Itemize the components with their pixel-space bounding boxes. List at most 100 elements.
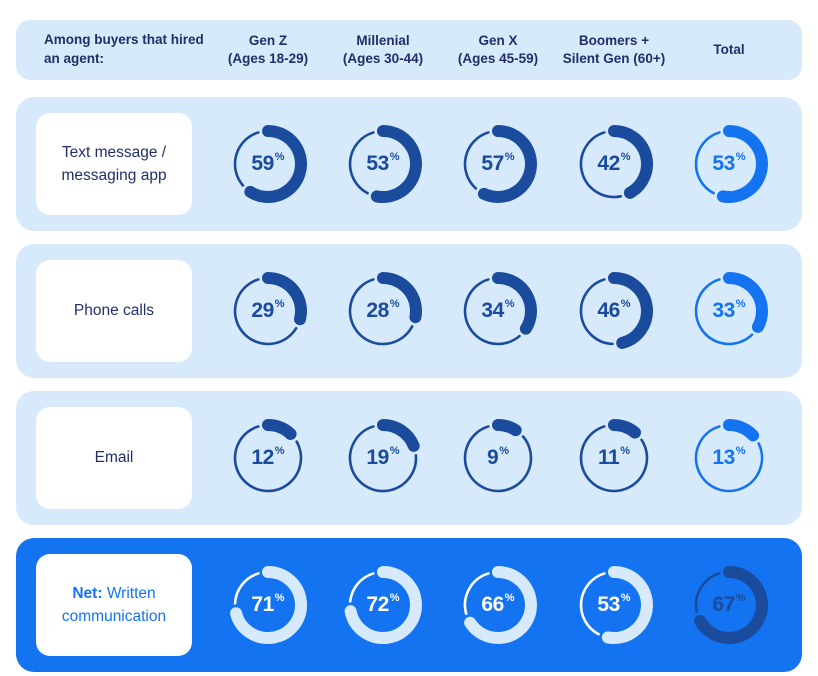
percent-sign: % <box>735 298 746 310</box>
donut-percent: 12% <box>226 416 310 500</box>
percent-sign: % <box>389 592 400 604</box>
donut-percent: 29% <box>226 269 310 353</box>
donut-svg <box>348 125 422 203</box>
donut-value-arc <box>230 566 307 644</box>
percent-sign: % <box>735 592 746 604</box>
donut-chart: 12% <box>226 416 310 500</box>
donut-remainder-ring <box>579 278 614 346</box>
donut-svg <box>348 419 420 493</box>
donut-remainder-ring <box>233 278 298 346</box>
donut-cell: 53% <box>322 97 444 231</box>
donut-chart: 13% <box>687 416 771 500</box>
donut-value-arc <box>492 272 537 335</box>
donut-svg <box>344 566 422 644</box>
donut-cell: 71% <box>207 538 329 672</box>
percent-value: 11 <box>598 446 620 469</box>
donut-remainder-ring <box>463 425 533 493</box>
donut-percent: 42% <box>572 122 656 206</box>
donut-remainder-ring <box>579 131 623 199</box>
donut-value-arc <box>716 125 768 203</box>
donut-svg <box>463 566 537 644</box>
data-row-text-message-messaging-app: Text message / messaging app 59% 53% 57% 42%… <box>16 97 802 231</box>
percent-sign: % <box>620 445 630 457</box>
donut-remainder-ring <box>694 131 721 195</box>
percent-value: 46 <box>597 299 620 322</box>
percent-value: 59 <box>251 152 274 175</box>
row-label-card: Phone calls <box>36 260 192 362</box>
percent-value: 72 <box>366 593 389 616</box>
donut-cell: 53% <box>553 538 675 672</box>
donut-chart: 34% <box>456 269 540 353</box>
donut-percent: 19% <box>341 416 425 500</box>
donut-svg <box>463 125 537 203</box>
donut-svg <box>348 272 422 346</box>
percent-sign: % <box>389 298 400 310</box>
donut-percent: 71% <box>226 563 310 647</box>
donut-percent: 28% <box>341 269 425 353</box>
donut-remainder-ring <box>233 131 260 187</box>
percent-value: 28 <box>366 299 389 322</box>
row-label-card: Net: Written communication <box>36 554 192 656</box>
percent-value: 71 <box>251 593 274 616</box>
donut-cell: 33% <box>668 244 790 378</box>
percent-value: 29 <box>251 299 274 322</box>
donut-svg <box>463 419 533 493</box>
donut-remainder-ring <box>579 572 606 636</box>
percent-sign: % <box>504 151 515 163</box>
donut-value-arc <box>262 272 307 326</box>
percent-sign: % <box>274 298 285 310</box>
donut-svg <box>694 272 768 346</box>
percent-value: 9 <box>487 446 499 469</box>
percent-value: 67 <box>712 593 735 616</box>
donut-chart: 11% <box>572 416 656 500</box>
donut-remainder-ring <box>348 278 414 346</box>
donut-percent: 67% <box>687 563 771 647</box>
row-label-text: Written communication <box>61 584 167 625</box>
donut-cell: 67% <box>668 538 790 672</box>
donut-chart: 9% <box>456 416 540 500</box>
donut-chart: 29% <box>226 269 310 353</box>
percent-sign: % <box>620 151 631 163</box>
donut-percent: 34% <box>456 269 540 353</box>
donut-svg <box>579 419 649 493</box>
donut-remainder-ring <box>348 572 375 603</box>
donut-value-arc <box>694 566 768 644</box>
percent-value: 57 <box>481 152 504 175</box>
header-column-label: Gen Z <box>248 32 288 48</box>
header-column-label: Millenial <box>356 32 410 48</box>
percent-sign: % <box>499 445 509 457</box>
donut-cell: 72% <box>322 538 444 672</box>
donut-svg <box>694 566 768 644</box>
row-label-card: Email <box>36 407 192 509</box>
donut-cell: 42% <box>553 97 675 231</box>
donut-value-arc <box>608 272 653 349</box>
donut-percent: 57% <box>456 122 540 206</box>
header-column-label: Boomers + <box>578 32 650 48</box>
percent-value: 12 <box>251 446 274 469</box>
donut-svg <box>463 272 537 346</box>
donut-value-arc <box>262 419 297 440</box>
percent-sign: % <box>620 592 631 604</box>
header-column-gen-z: Gen Z (Ages 18-29) <box>203 20 333 80</box>
donut-cell: 28% <box>322 244 444 378</box>
percent-sign: % <box>504 592 515 604</box>
row-label-prefix: Net: <box>72 584 103 602</box>
donut-cell: 9% <box>437 391 559 525</box>
donut-svg <box>579 272 653 349</box>
donut-grid: Text message / messaging app 59% 53% 57% 42%… <box>16 97 802 672</box>
percent-value: 53 <box>712 152 735 175</box>
donut-value-arc <box>244 125 307 203</box>
donut-percent: 46% <box>572 269 656 353</box>
donut-remainder-ring <box>694 278 754 346</box>
donut-cell: 57% <box>437 97 559 231</box>
donut-remainder-ring <box>348 131 375 195</box>
header-column-subtitle: (Ages 18-29) <box>227 51 309 66</box>
donut-remainder-ring <box>233 425 303 493</box>
donut-chart: 19% <box>341 416 425 500</box>
data-row-phone-calls: Phone calls 29% 28% 34% 46% 33% <box>16 244 802 378</box>
donut-svg <box>233 419 303 493</box>
percent-sign: % <box>735 445 746 457</box>
donut-chart: 28% <box>341 269 425 353</box>
donut-chart: 33% <box>687 269 771 353</box>
